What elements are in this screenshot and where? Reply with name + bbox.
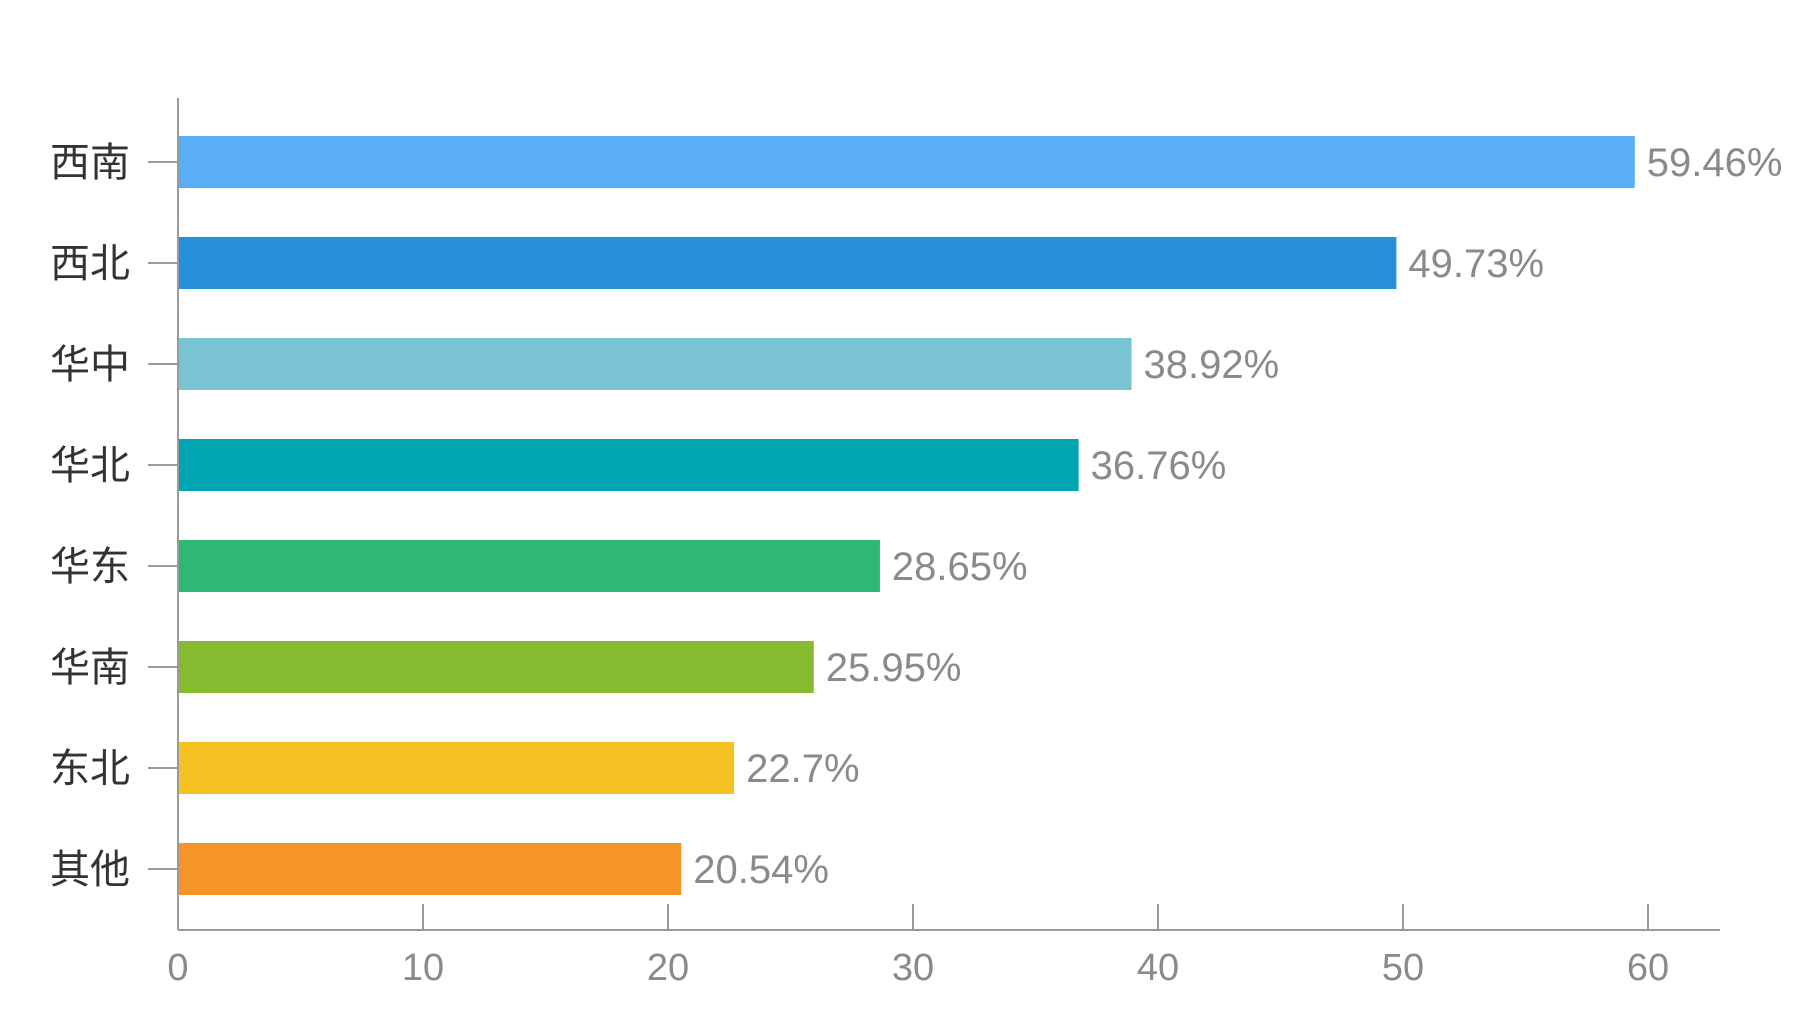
value-label: 22.7% [746, 747, 859, 791]
category-label: 西南 [50, 140, 130, 186]
bar-1 [178, 237, 1397, 289]
value-label: 20.54% [693, 848, 829, 892]
value-labels-layer: 59.46% 49.73% 38.92% 36.76% 28.65% 25.95% 22.7… [693, 141, 1782, 892]
bar-6 [178, 742, 735, 794]
category-label: 华北 [50, 443, 130, 489]
x-tick-label: 60 [1627, 947, 1669, 989]
x-tick-labels-layer: 0 10 20 30 40 50 60 [167, 947, 1669, 989]
category-label: 其他 [50, 847, 130, 893]
value-label: 36.76% [1091, 444, 1227, 488]
bars-layer [178, 136, 1635, 895]
category-label: 华中 [50, 342, 130, 388]
axes-layer [148, 98, 1720, 931]
value-label: 49.73% [1408, 242, 1544, 286]
bar-7 [178, 843, 682, 895]
category-label: 西北 [50, 241, 130, 287]
x-tick-label: 40 [1137, 947, 1179, 989]
x-tick-label: 10 [402, 947, 444, 989]
value-label: 28.65% [892, 545, 1028, 589]
bar-5 [178, 641, 814, 693]
value-label: 38.92% [1144, 343, 1280, 387]
category-label: 华东 [50, 544, 130, 590]
bar-3 [178, 439, 1079, 491]
bar-2 [178, 338, 1132, 390]
value-label: 25.95% [826, 646, 962, 690]
bar-0 [178, 136, 1635, 188]
category-label: 华南 [50, 645, 130, 691]
category-label: 东北 [50, 746, 130, 792]
x-tick-label: 20 [647, 947, 689, 989]
x-tick-label: 0 [167, 947, 188, 989]
bar-4 [178, 540, 880, 592]
x-tick-label: 50 [1382, 947, 1424, 989]
value-label: 59.46% [1647, 141, 1783, 185]
x-tick-label: 30 [892, 947, 934, 989]
